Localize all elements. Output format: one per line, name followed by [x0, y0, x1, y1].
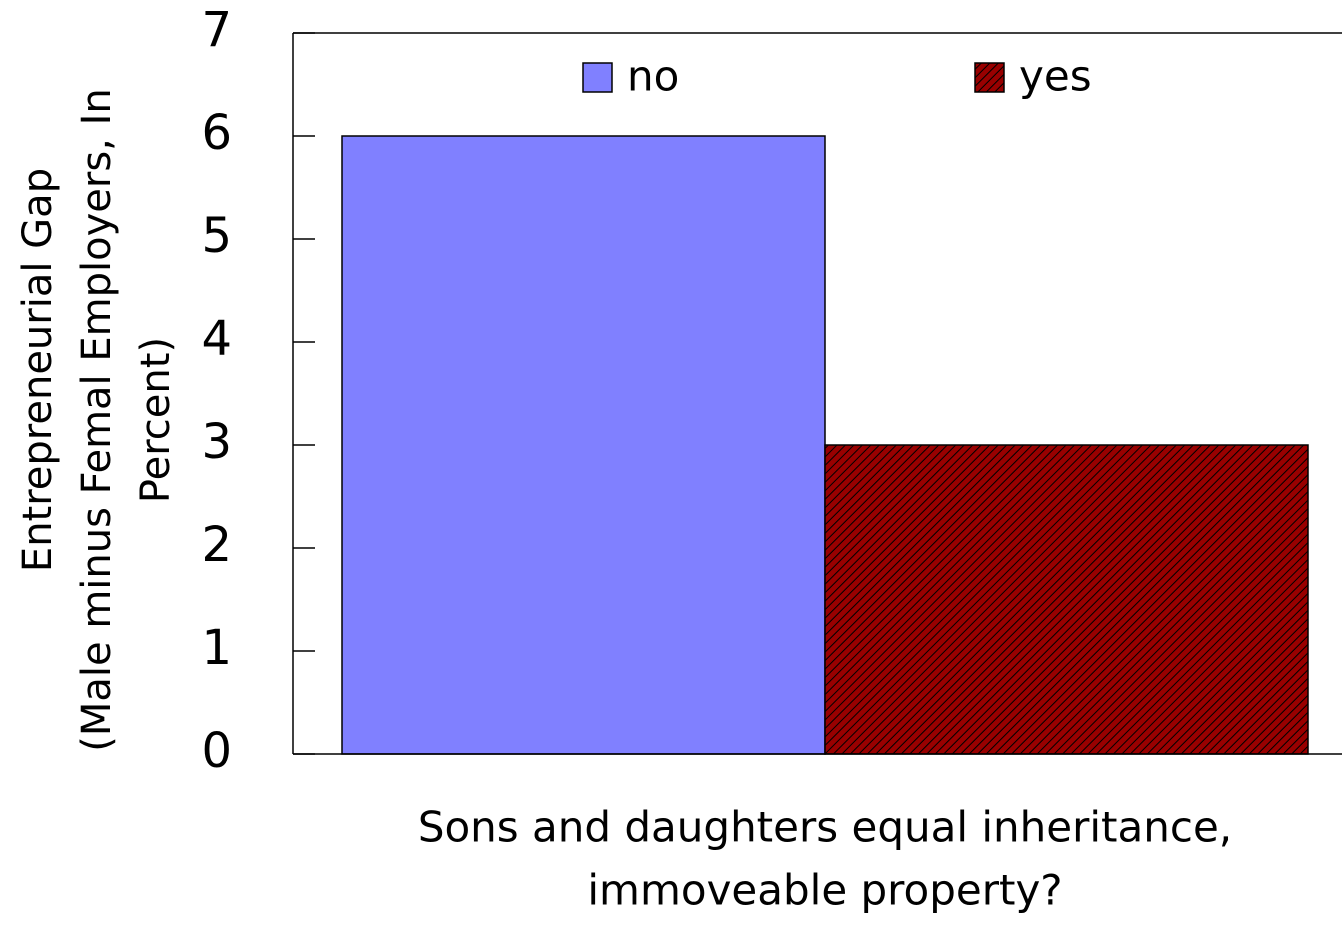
y-tick-label: 1: [201, 620, 232, 676]
y-tick-label: 6: [201, 105, 232, 161]
legend-label: no: [627, 52, 679, 101]
bar: [341, 135, 826, 755]
y-tick-label: 2: [201, 517, 232, 573]
bar: [824, 444, 1309, 755]
y-tick-label: 7: [201, 2, 232, 58]
y-tick-label: 0: [201, 723, 232, 779]
y-axis-label-line: (Male minus Femal Employers, In: [74, 88, 120, 752]
y-tick-label: 4: [201, 311, 232, 367]
y-axis-label-line: Percent): [133, 337, 179, 503]
x-axis-label: immoveable property?: [587, 866, 1062, 915]
y-axis-label-line: Entrepreneurial Gap: [15, 168, 61, 572]
x-axis-label: Sons and daughters equal inheritance,: [418, 803, 1232, 852]
y-axis-label: Entrepreneurial Gap (Male minus Femal Em…: [15, 88, 179, 752]
y-tick-label: 5: [201, 208, 232, 264]
y-tick-label: 3: [201, 414, 232, 470]
legend-swatch: [582, 62, 613, 93]
legend-label: yes: [1019, 52, 1092, 101]
legend-swatch: [974, 62, 1005, 93]
